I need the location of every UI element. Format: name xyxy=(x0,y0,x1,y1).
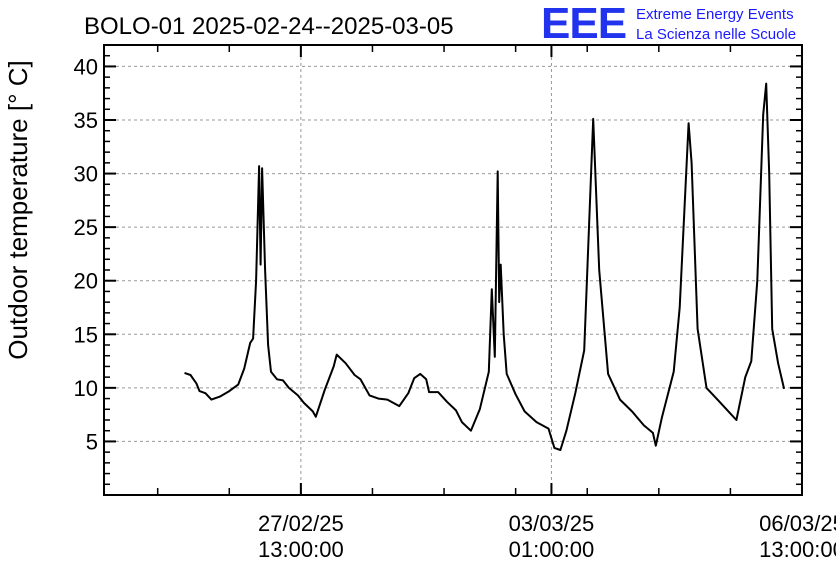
logo-mark: EEE xyxy=(541,0,626,48)
y-axis-label: Outdoor temperature [° C] xyxy=(3,60,33,359)
eee-logo: EEE Extreme Energy Events La Scienza nel… xyxy=(541,0,796,48)
x-tick-label-date: 03/03/25 xyxy=(509,511,595,536)
y-tick-label: 40 xyxy=(74,54,98,79)
x-tick-label-date: 27/02/25 xyxy=(258,511,344,536)
y-axis-ticks: 5 10 15 20 25 30 35 40 xyxy=(74,54,802,454)
plot-frame xyxy=(103,44,803,496)
x-tick-label-time: 01:00:00 xyxy=(509,537,595,562)
y-tick-label: 35 xyxy=(74,108,98,133)
temperature-series-line xyxy=(184,82,786,451)
chart-title: BOLO-01 2025-02-24--2025-03-05 xyxy=(84,13,454,40)
y-tick-label: 20 xyxy=(74,269,98,294)
y-tick-label: 25 xyxy=(74,215,98,240)
minor-ticks xyxy=(104,45,803,495)
y-tick-label: 10 xyxy=(74,376,98,401)
y-tick-label: 15 xyxy=(74,322,98,347)
x-tick-label-time: 13:00:00 xyxy=(258,537,344,562)
x-axis-ticks: 27/02/2513:00:0003/03/2501:00:0006/03/25… xyxy=(258,45,836,562)
logo-line-1: Extreme Energy Events xyxy=(636,6,794,23)
y-tick-label: 5 xyxy=(86,429,98,454)
x-tick-label-time: 13:00:00 xyxy=(759,537,836,562)
logo-line-2: La Scienza nelle Scuole xyxy=(636,26,796,43)
grid-lines xyxy=(104,45,803,495)
x-tick-label-date: 06/03/25 xyxy=(759,511,836,536)
y-tick-label: 30 xyxy=(74,162,98,187)
